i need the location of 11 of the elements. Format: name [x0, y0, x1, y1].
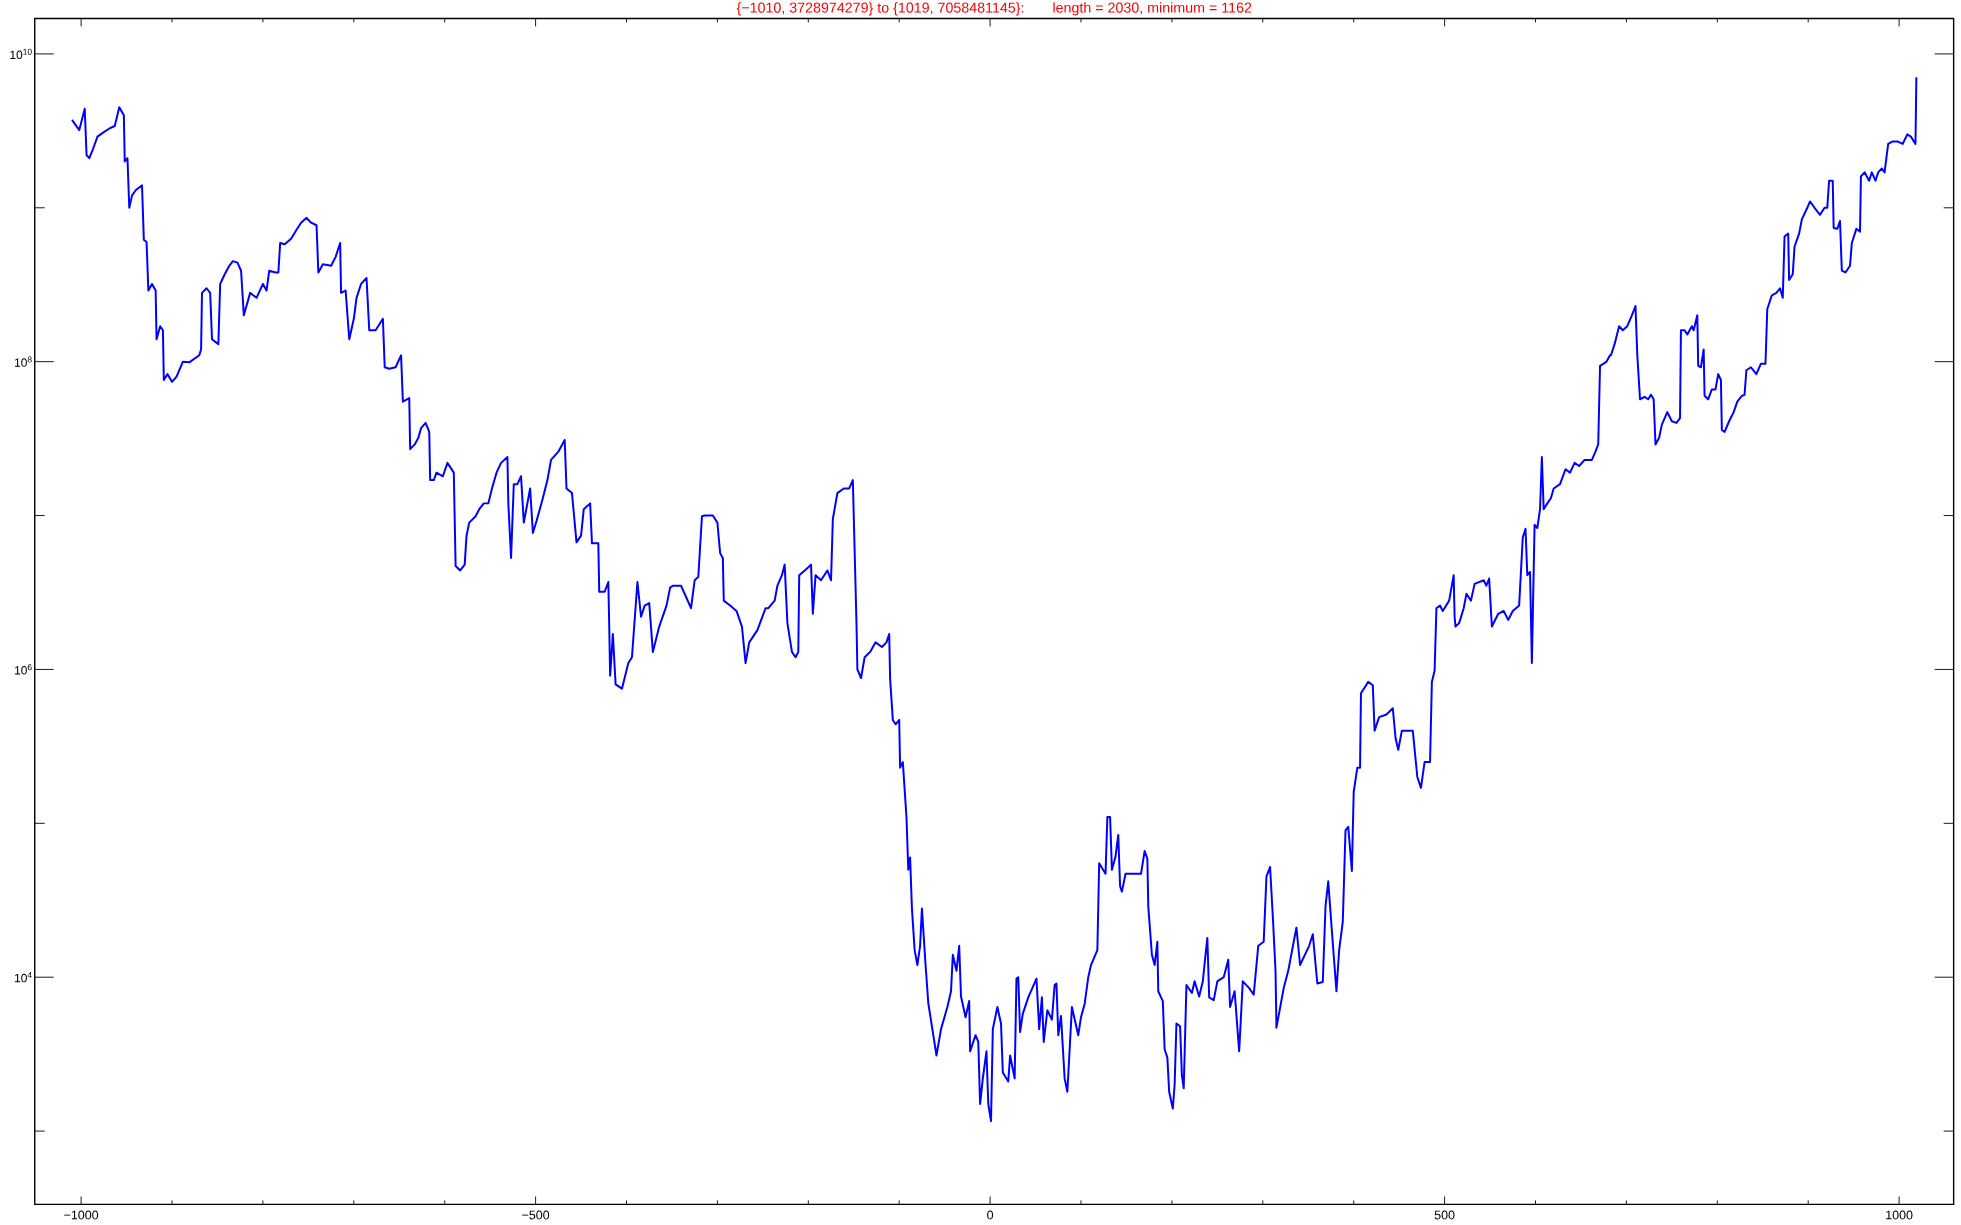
x-tick-label: 1000 [1886, 1210, 1913, 1220]
y-tick-label: 10$^{4}$ [15, 972, 32, 983]
x-tick-label: −1000 [64, 1210, 99, 1220]
y-tick-label: 10$^{10}$ [10, 48, 32, 60]
y-tick-label: 10$^{8}$ [15, 356, 32, 368]
x-tick-label: −500 [522, 1210, 550, 1220]
x-tick-label: 500 [1434, 1210, 1455, 1220]
chart-title: {−1010, 3728974279} to {1019, 7058481145}: [736, 2, 1024, 16]
chart-subtitle: length = 2030, minimum = 1162 [1053, 2, 1252, 16]
y-tick-label: 10$^{6}$ [15, 664, 32, 675]
x-tick-label: 0 [987, 1210, 994, 1220]
